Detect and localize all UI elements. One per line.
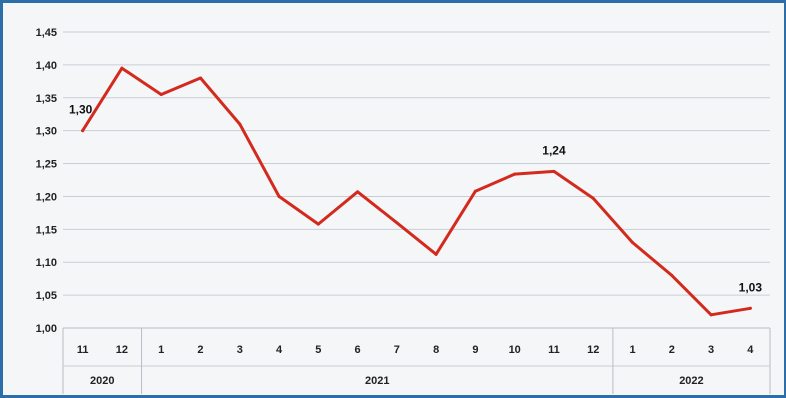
y-tick-label: 1,40: [36, 60, 57, 72]
x-tick-label: 2: [669, 344, 675, 356]
x-tick-label: 3: [237, 344, 243, 356]
y-tick-label: 1,35: [36, 93, 57, 105]
x-tick-label: 9: [472, 344, 478, 356]
x-tick-label: 11: [548, 344, 560, 356]
y-tick-label: 1,15: [36, 224, 57, 236]
x-tick-label: 4: [747, 344, 754, 356]
data-point: [670, 273, 674, 277]
series-line: [81, 66, 752, 317]
data-point: [434, 252, 438, 256]
x-tick-label: 6: [355, 344, 361, 356]
data-point: [198, 76, 202, 80]
y-tick-label: 1,30: [36, 126, 57, 138]
data-point: [591, 196, 595, 200]
year-group-label: 2021: [365, 375, 389, 387]
year-group-label: 2022: [679, 375, 703, 387]
x-tick-label: 5: [315, 344, 321, 356]
data-point: [748, 306, 752, 310]
data-label: 1,03: [739, 280, 763, 294]
y-tick-label: 1,05: [36, 290, 57, 302]
data-point: [552, 169, 556, 173]
data-point: [120, 66, 124, 70]
x-tick-label: 12: [116, 344, 128, 356]
y-tick-label: 1,45: [36, 27, 57, 39]
data-point: [81, 129, 85, 133]
plot-area: [63, 32, 770, 328]
data-label: 1,24: [542, 143, 566, 157]
x-tick-label: 4: [276, 344, 283, 356]
x-tick-label: 1: [629, 344, 635, 356]
x-tick-label: 7: [394, 344, 400, 356]
data-point: [473, 189, 477, 193]
data-point: [513, 172, 517, 176]
data-point: [356, 190, 360, 194]
x-tick-label: 8: [433, 344, 439, 356]
data-point: [709, 313, 713, 317]
y-tick-label: 1,00: [36, 323, 57, 335]
x-tick-label: 2: [197, 344, 203, 356]
year-group-label: 2020: [90, 375, 114, 387]
x-tick-label: 10: [509, 344, 521, 356]
x-tick-label: 1: [158, 344, 164, 356]
x-tick-label: 11: [77, 344, 89, 356]
data-label: 1,30: [69, 103, 93, 117]
data-point: [159, 92, 163, 96]
data-point: [631, 240, 635, 244]
data-point: [238, 122, 242, 126]
data-point: [277, 194, 281, 198]
x-tick-label: 3: [708, 344, 714, 356]
data-point: [316, 222, 320, 226]
y-tick-label: 1,10: [36, 257, 57, 269]
y-tick-label: 1,25: [36, 159, 57, 171]
y-tick-label: 1,20: [36, 191, 57, 203]
data-point: [395, 221, 399, 225]
x-tick-label: 12: [587, 344, 599, 356]
